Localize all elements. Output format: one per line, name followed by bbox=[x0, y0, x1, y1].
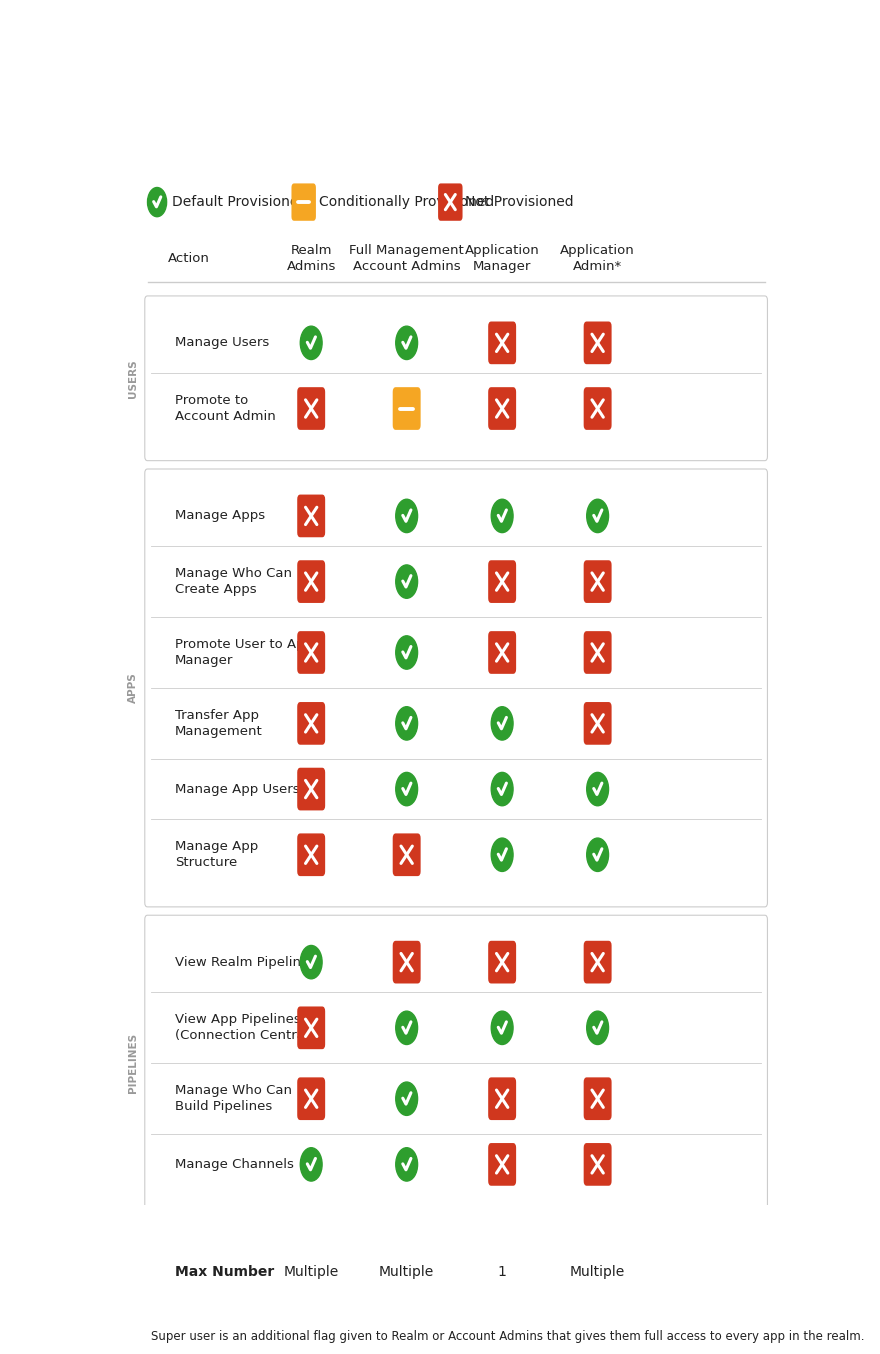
Text: Not Provisioned: Not Provisioned bbox=[466, 195, 574, 209]
FancyBboxPatch shape bbox=[583, 561, 612, 603]
Text: PIPELINES: PIPELINES bbox=[128, 1033, 137, 1093]
Text: View Realm Pipelines: View Realm Pipelines bbox=[175, 956, 316, 968]
Text: Manage Who Can
Create Apps: Manage Who Can Create Apps bbox=[175, 567, 292, 596]
Circle shape bbox=[491, 838, 513, 872]
Text: Conditionally Provisioned: Conditionally Provisioned bbox=[319, 195, 494, 209]
Text: Transfer App
Management: Transfer App Management bbox=[175, 709, 262, 738]
FancyBboxPatch shape bbox=[297, 1078, 325, 1120]
Text: USERS: USERS bbox=[128, 359, 137, 398]
FancyBboxPatch shape bbox=[438, 183, 463, 221]
Text: Super user is an additional flag given to Realm or Account Admins that gives the: Super user is an additional flag given t… bbox=[151, 1330, 864, 1343]
FancyBboxPatch shape bbox=[488, 1143, 516, 1186]
Text: Manage Who Can
Build Pipelines: Manage Who Can Build Pipelines bbox=[175, 1085, 292, 1113]
Circle shape bbox=[396, 1148, 418, 1181]
FancyBboxPatch shape bbox=[291, 183, 316, 221]
FancyBboxPatch shape bbox=[583, 387, 612, 429]
Text: Action: Action bbox=[168, 252, 209, 265]
Text: Multiple: Multiple bbox=[379, 1265, 435, 1278]
Circle shape bbox=[396, 326, 418, 360]
FancyBboxPatch shape bbox=[583, 701, 612, 745]
FancyBboxPatch shape bbox=[392, 941, 421, 983]
Circle shape bbox=[491, 772, 513, 806]
Text: Promote to
Account Admin: Promote to Account Admin bbox=[175, 394, 275, 422]
Text: APPS: APPS bbox=[128, 673, 137, 703]
Circle shape bbox=[396, 500, 418, 532]
FancyBboxPatch shape bbox=[583, 1078, 612, 1120]
Circle shape bbox=[396, 636, 418, 669]
Circle shape bbox=[396, 1082, 418, 1116]
FancyBboxPatch shape bbox=[488, 561, 516, 603]
FancyBboxPatch shape bbox=[297, 494, 325, 538]
FancyBboxPatch shape bbox=[297, 834, 325, 876]
Circle shape bbox=[491, 500, 513, 532]
Circle shape bbox=[491, 1011, 513, 1044]
FancyBboxPatch shape bbox=[145, 297, 767, 460]
Text: Manage Channels: Manage Channels bbox=[175, 1158, 294, 1171]
Text: Manage Users: Manage Users bbox=[175, 336, 269, 349]
FancyBboxPatch shape bbox=[488, 321, 516, 364]
Text: Manage App Users: Manage App Users bbox=[175, 783, 299, 796]
Circle shape bbox=[587, 772, 609, 806]
FancyBboxPatch shape bbox=[583, 321, 612, 364]
Text: Manage App
Structure: Manage App Structure bbox=[175, 841, 258, 869]
FancyBboxPatch shape bbox=[488, 941, 516, 983]
Circle shape bbox=[396, 565, 418, 598]
FancyBboxPatch shape bbox=[145, 915, 767, 1212]
Text: Multiple: Multiple bbox=[570, 1265, 626, 1278]
FancyBboxPatch shape bbox=[297, 631, 325, 674]
Circle shape bbox=[587, 838, 609, 872]
Text: Default Provisioned: Default Provisioned bbox=[172, 195, 307, 209]
FancyBboxPatch shape bbox=[145, 468, 767, 907]
FancyBboxPatch shape bbox=[297, 387, 325, 429]
Text: 1: 1 bbox=[498, 1265, 507, 1278]
FancyBboxPatch shape bbox=[392, 834, 421, 876]
FancyBboxPatch shape bbox=[583, 1143, 612, 1186]
Text: Full Management
Account Admins: Full Management Account Admins bbox=[349, 244, 464, 274]
FancyBboxPatch shape bbox=[488, 1078, 516, 1120]
Circle shape bbox=[300, 1148, 322, 1181]
FancyBboxPatch shape bbox=[297, 768, 325, 811]
Text: View App Pipelines
(Connection Central): View App Pipelines (Connection Central) bbox=[175, 1013, 313, 1043]
FancyBboxPatch shape bbox=[583, 941, 612, 983]
FancyBboxPatch shape bbox=[392, 387, 421, 429]
Text: Multiple: Multiple bbox=[283, 1265, 339, 1278]
Text: Max Number: Max Number bbox=[175, 1265, 274, 1278]
Circle shape bbox=[300, 326, 322, 360]
FancyBboxPatch shape bbox=[583, 631, 612, 674]
Text: Manage Apps: Manage Apps bbox=[175, 509, 265, 523]
Text: Application
Admin*: Application Admin* bbox=[561, 244, 635, 274]
FancyBboxPatch shape bbox=[297, 561, 325, 603]
Circle shape bbox=[587, 1011, 609, 1044]
Text: Promote User to App
Manager: Promote User to App Manager bbox=[175, 638, 313, 668]
Circle shape bbox=[396, 772, 418, 806]
Circle shape bbox=[396, 707, 418, 741]
FancyBboxPatch shape bbox=[297, 1006, 325, 1049]
Circle shape bbox=[587, 500, 609, 532]
Text: Application
Manager: Application Manager bbox=[465, 244, 539, 274]
Circle shape bbox=[491, 707, 513, 741]
Text: Realm
Admins: Realm Admins bbox=[287, 244, 336, 274]
FancyBboxPatch shape bbox=[488, 631, 516, 674]
FancyBboxPatch shape bbox=[297, 701, 325, 745]
Circle shape bbox=[148, 187, 166, 217]
Circle shape bbox=[396, 1011, 418, 1044]
FancyBboxPatch shape bbox=[488, 387, 516, 429]
Circle shape bbox=[300, 945, 322, 979]
